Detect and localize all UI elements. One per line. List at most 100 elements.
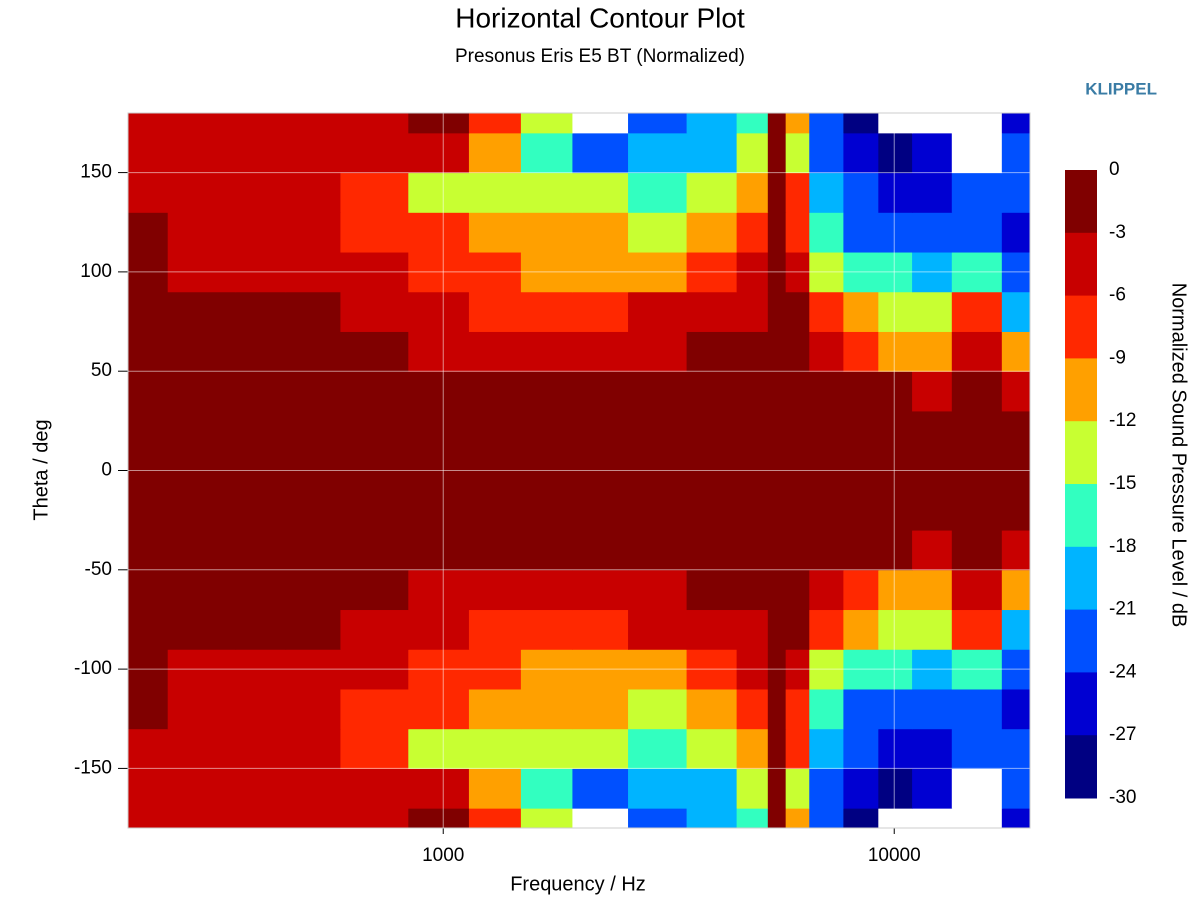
contour-cell: [785, 172, 810, 213]
contour-cell: [785, 569, 810, 611]
contour-cell: [785, 808, 810, 829]
contour-cell: [736, 410, 769, 452]
contour-cell: [785, 331, 810, 372]
contour-cell: [468, 132, 522, 174]
contour-cell: [572, 688, 629, 730]
contour-cell: [408, 371, 470, 412]
contour-cell: [785, 371, 810, 412]
contour-cell: [736, 768, 769, 809]
contour-cell: [520, 808, 573, 829]
y-axis-label: Theta / deg: [30, 419, 52, 520]
contour-cell: [843, 113, 879, 134]
contour-cell: [128, 728, 169, 769]
contour-cell: [809, 490, 844, 531]
contour-cell: [520, 132, 573, 174]
contour-cell: [951, 530, 1003, 571]
x-axis-label: Frequency / Hz: [510, 873, 646, 895]
contour-cell: [572, 113, 629, 134]
contour-cell: [572, 172, 629, 213]
contour-cell: [628, 609, 688, 650]
contour-cell: [686, 331, 738, 372]
contour-cell: [736, 331, 769, 372]
contour-cell: [628, 113, 688, 134]
contour-cell: [340, 291, 409, 332]
contour-cell: [628, 530, 688, 571]
contour-cell: [408, 609, 470, 650]
contour-cell: [785, 132, 810, 174]
contour-cell: [1001, 688, 1031, 730]
contour-cell: [167, 212, 237, 253]
contour-cell: [843, 728, 879, 769]
contour-cell: [235, 569, 287, 611]
contour-cell: [167, 530, 237, 571]
contour-cell: [167, 490, 237, 531]
contour-cell: [408, 569, 470, 611]
y-tick-label: 150: [80, 162, 112, 183]
y-tick-label: 50: [91, 360, 112, 381]
contour-cell: [167, 172, 237, 213]
colorbar-tick-label: -15: [1109, 473, 1136, 494]
x-tick-label: 1000: [422, 845, 464, 866]
contour-cell: [1001, 768, 1031, 809]
contour-cell: [285, 212, 341, 253]
contour-cell: [1001, 172, 1031, 213]
contour-cell: [167, 371, 237, 412]
contour-cell: [686, 113, 738, 134]
contour-cell: [951, 132, 1003, 174]
colorbar-tick-label: -9: [1109, 347, 1126, 368]
contour-cell: [767, 609, 787, 650]
contour-cell: [785, 113, 810, 134]
contour-cell: [128, 808, 169, 829]
contour-cell: [843, 569, 879, 611]
contour-cell: [912, 291, 953, 332]
contour-cell: [843, 371, 879, 412]
contour-cell: [736, 212, 769, 253]
contour-cell: [843, 490, 879, 531]
contour-cell: [843, 291, 879, 332]
contour-cell: [951, 331, 1003, 372]
contour-cell: [520, 688, 573, 730]
contour-cell: [408, 688, 470, 730]
contour-cell: [167, 569, 237, 611]
contour-cell: [408, 132, 470, 174]
contour-cell: [572, 212, 629, 253]
contour-cell: [468, 768, 522, 809]
colorbar-tick-label: -24: [1109, 661, 1137, 682]
contour-cell: [285, 371, 341, 412]
colorbar-band: [1065, 170, 1097, 234]
contour-cell: [628, 728, 688, 769]
contour-cell: [767, 728, 787, 769]
contour-cell: [878, 609, 913, 650]
contour-cell: [340, 530, 409, 571]
contour-cell: [340, 569, 409, 611]
contour-cell: [843, 132, 879, 174]
contour-cell: [785, 609, 810, 650]
contour-cell: [128, 331, 169, 372]
contour-cell: [686, 728, 738, 769]
contour-cell: [1001, 609, 1031, 650]
contour-cell: [736, 132, 769, 174]
contour-cell: [128, 291, 169, 332]
contour-cell: [951, 688, 1003, 730]
contour-cell: [340, 132, 409, 174]
contour-cell: [912, 530, 953, 571]
contour-cell: [572, 530, 629, 571]
contour-cell: [878, 688, 913, 730]
contour-cell: [736, 172, 769, 213]
colorbar-band: [1065, 232, 1097, 297]
contour-cell: [843, 410, 879, 452]
contour-cell: [520, 609, 573, 650]
contour-cell: [408, 172, 470, 213]
contour-cell: [767, 291, 787, 332]
contour-cell: [520, 172, 573, 213]
contour-cell: [736, 688, 769, 730]
contour-cell: [572, 808, 629, 829]
x-tick-label: 10000: [868, 845, 921, 866]
contour-cell: [520, 530, 573, 571]
contour-cell: [1001, 331, 1031, 372]
contour-cell: [912, 212, 953, 253]
contour-cell: [628, 212, 688, 253]
contour-cell: [1001, 132, 1031, 174]
contour-cell: [843, 808, 879, 829]
contour-cell: [767, 808, 787, 829]
